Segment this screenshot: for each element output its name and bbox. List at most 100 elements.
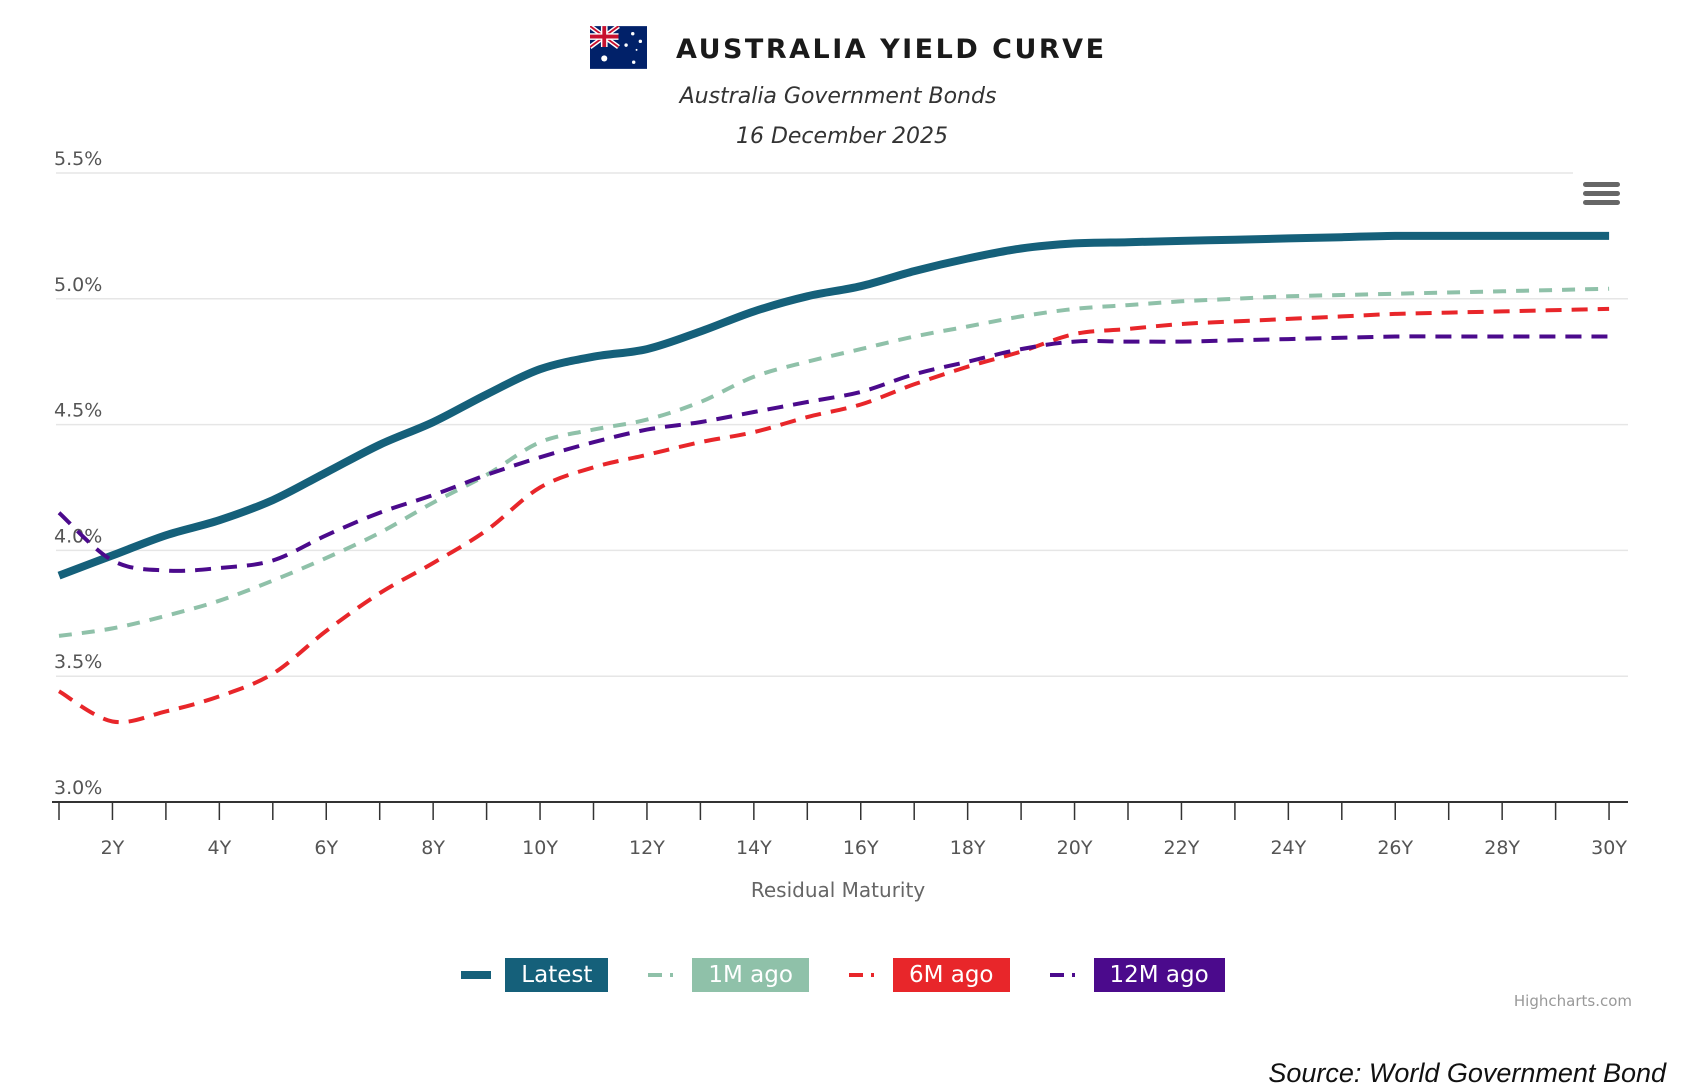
data-point[interactable]: [694, 326, 706, 338]
legend-item-12m-ago[interactable]: 12M ago: [1048, 958, 1225, 992]
data-point[interactable]: [320, 552, 332, 564]
data-point[interactable]: [641, 424, 653, 436]
data-point[interactable]: [106, 554, 118, 566]
data-point[interactable]: [855, 398, 867, 410]
data-point[interactable]: [962, 320, 974, 332]
data-point[interactable]: [1603, 283, 1615, 295]
series-line-latest[interactable]: [57, 231, 1610, 580]
data-point[interactable]: [1175, 336, 1187, 348]
data-point[interactable]: [1550, 304, 1562, 316]
data-point[interactable]: [694, 436, 706, 448]
data-point[interactable]: [1603, 303, 1615, 315]
data-point[interactable]: [320, 466, 332, 478]
data-point[interactable]: [1496, 331, 1508, 343]
data-point[interactable]: [320, 529, 332, 541]
data-point[interactable]: [1069, 237, 1081, 249]
data-point[interactable]: [1336, 332, 1348, 344]
data-point[interactable]: [374, 527, 386, 539]
data-point[interactable]: [534, 451, 546, 463]
data-point[interactable]: [1229, 334, 1241, 346]
data-point[interactable]: [1122, 299, 1134, 311]
data-point[interactable]: [427, 416, 439, 428]
series-line-1m-ago[interactable]: [58, 286, 1610, 638]
data-point[interactable]: [534, 436, 546, 448]
data-point[interactable]: [1496, 285, 1508, 297]
data-point[interactable]: [1550, 230, 1562, 242]
data-point[interactable]: [267, 554, 279, 566]
data-point[interactable]: [374, 439, 386, 451]
data-point[interactable]: [1550, 331, 1562, 343]
data-point[interactable]: [53, 685, 65, 697]
data-point[interactable]: [1389, 288, 1401, 300]
data-point[interactable]: [1015, 242, 1027, 254]
data-point[interactable]: [748, 305, 760, 317]
data-point[interactable]: [267, 494, 279, 506]
data-point[interactable]: [1175, 235, 1187, 247]
data-point[interactable]: [1282, 290, 1294, 302]
data-point[interactable]: [427, 489, 439, 501]
data-point[interactable]: [588, 351, 600, 363]
data-point[interactable]: [1443, 307, 1455, 319]
data-point[interactable]: [1069, 336, 1081, 348]
data-point[interactable]: [1229, 315, 1241, 327]
data-point[interactable]: [481, 469, 493, 481]
data-point[interactable]: [267, 668, 279, 680]
data-point[interactable]: [908, 368, 920, 380]
data-point[interactable]: [160, 565, 172, 577]
data-point[interactable]: [481, 524, 493, 536]
data-point[interactable]: [1603, 331, 1615, 343]
data-point[interactable]: [908, 265, 920, 277]
data-point[interactable]: [588, 461, 600, 473]
data-point[interactable]: [1443, 287, 1455, 299]
data-point[interactable]: [588, 424, 600, 436]
data-point[interactable]: [1122, 236, 1134, 248]
data-point[interactable]: [1282, 313, 1294, 325]
data-point[interactable]: [481, 388, 493, 400]
data-point[interactable]: [694, 416, 706, 428]
data-point[interactable]: [641, 343, 653, 355]
data-point[interactable]: [801, 356, 813, 368]
data-point[interactable]: [427, 557, 439, 569]
chart-menu-button[interactable]: [1583, 180, 1620, 210]
data-point[interactable]: [855, 343, 867, 355]
data-point[interactable]: [1496, 305, 1508, 317]
data-point[interactable]: [160, 705, 172, 717]
data-point[interactable]: [1336, 310, 1348, 322]
data-point[interactable]: [213, 514, 225, 526]
legend-item-latest[interactable]: Latest: [459, 958, 609, 992]
data-point[interactable]: [267, 575, 279, 587]
data-point[interactable]: [1389, 230, 1401, 242]
data-point[interactable]: [320, 625, 332, 637]
data-point[interactable]: [1069, 303, 1081, 315]
data-point[interactable]: [1389, 308, 1401, 320]
data-point[interactable]: [1336, 289, 1348, 301]
data-point[interactable]: [1389, 331, 1401, 343]
data-point[interactable]: [374, 507, 386, 519]
data-point[interactable]: [1496, 230, 1508, 242]
data-point[interactable]: [801, 290, 813, 302]
data-point[interactable]: [1175, 295, 1187, 307]
data-point[interactable]: [855, 386, 867, 398]
data-point[interactable]: [1175, 318, 1187, 330]
data-point[interactable]: [534, 363, 546, 375]
data-point[interactable]: [1229, 234, 1241, 246]
data-point[interactable]: [1443, 230, 1455, 242]
data-point[interactable]: [534, 482, 546, 494]
legend-item-1m-ago[interactable]: 1M ago: [646, 958, 809, 992]
data-point[interactable]: [1015, 343, 1027, 355]
data-point[interactable]: [962, 253, 974, 265]
data-point[interactable]: [1603, 230, 1615, 242]
data-point[interactable]: [1015, 310, 1027, 322]
data-point[interactable]: [374, 587, 386, 599]
data-point[interactable]: [801, 396, 813, 408]
data-point[interactable]: [213, 562, 225, 574]
data-point[interactable]: [1229, 293, 1241, 305]
highcharts-credit-link[interactable]: Highcharts.com: [1513, 992, 1632, 1010]
data-point[interactable]: [1336, 231, 1348, 243]
data-point[interactable]: [53, 630, 65, 642]
data-point[interactable]: [213, 690, 225, 702]
data-point[interactable]: [213, 595, 225, 607]
data-point[interactable]: [1550, 284, 1562, 296]
data-point[interactable]: [1282, 333, 1294, 345]
data-point[interactable]: [748, 371, 760, 383]
